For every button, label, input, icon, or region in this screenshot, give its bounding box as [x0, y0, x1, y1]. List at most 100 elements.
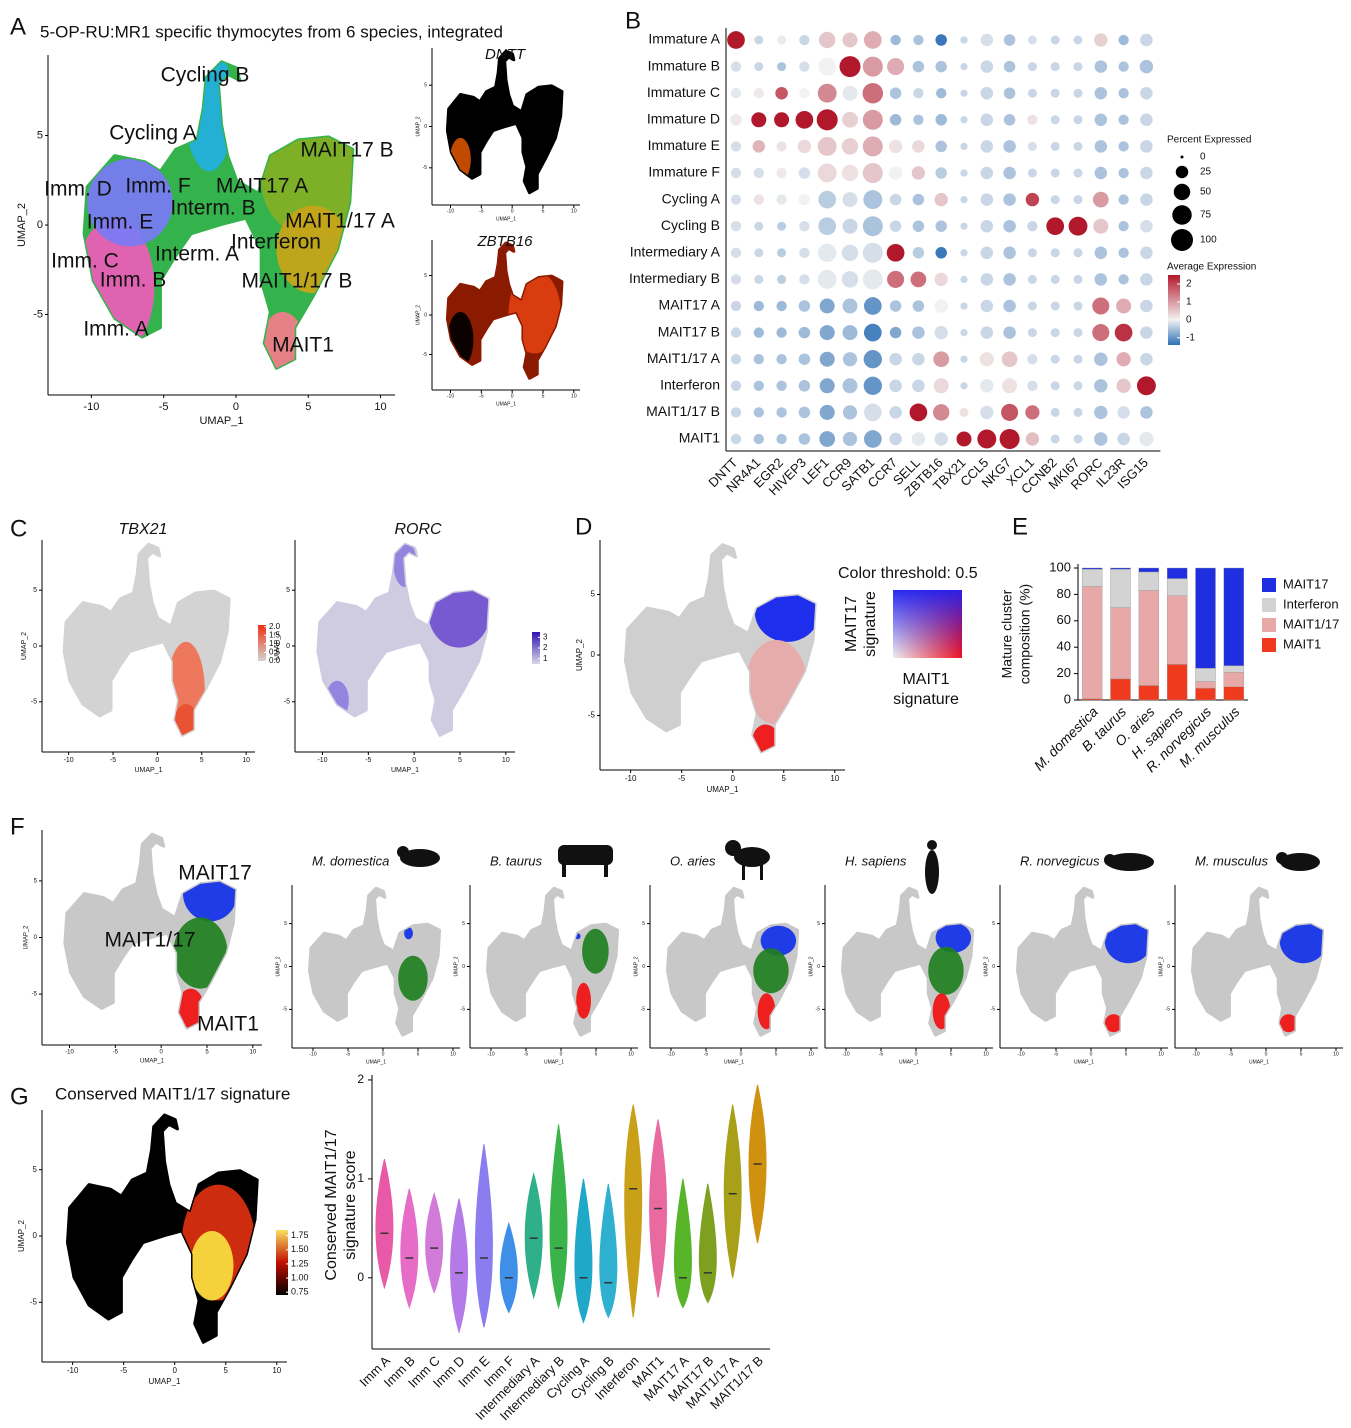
- dot: [1027, 168, 1037, 178]
- dot: [777, 62, 787, 72]
- dot: [1027, 248, 1037, 258]
- row-label: MAIT1: [679, 430, 720, 446]
- dot: [1027, 301, 1037, 311]
- dot: [816, 109, 838, 131]
- cluster-region: [447, 312, 474, 368]
- bar-segment: [1195, 687, 1216, 701]
- x-tick-label: 10: [983, 1051, 989, 1057]
- dot: [730, 274, 742, 285]
- colorbar-label: 2.0: [269, 622, 281, 631]
- dot: [980, 273, 994, 286]
- y-tick-label: 0: [1064, 691, 1071, 706]
- bar-segment: [1138, 571, 1160, 591]
- dot: [1116, 352, 1131, 367]
- x-tick-label: 10: [1158, 1051, 1164, 1057]
- y-tick-label: -5: [32, 992, 38, 998]
- dot: [909, 403, 928, 422]
- dot: [1094, 86, 1108, 100]
- dot: [912, 247, 925, 259]
- bar-segment: [1166, 578, 1188, 596]
- dot: [1025, 405, 1040, 420]
- dot: [776, 433, 787, 445]
- chart-title: DNTT: [485, 46, 527, 63]
- legend-x-label: MAIT1: [902, 671, 949, 688]
- row-label: Immature B: [648, 57, 720, 73]
- dot: [1140, 246, 1153, 260]
- colorbar-label: 3: [543, 632, 548, 641]
- dot: [799, 61, 810, 72]
- cluster-region: [1279, 1014, 1298, 1033]
- dot: [1094, 33, 1108, 47]
- dot: [932, 404, 950, 421]
- dot: [1118, 167, 1129, 179]
- dot: [933, 351, 950, 368]
- dot: [1073, 62, 1083, 72]
- cluster-label: MAIT17: [178, 862, 252, 885]
- dot: [911, 432, 926, 446]
- y-tick-label: 5: [424, 83, 427, 89]
- legend-dot: [1172, 205, 1192, 225]
- umap-overlay: [398, 927, 428, 1001]
- dot: [1050, 195, 1060, 205]
- x-tick-label: 5: [1125, 1051, 1128, 1057]
- y-tick-label: 80: [1057, 586, 1071, 601]
- legend-label: 0: [1200, 152, 1206, 163]
- dot: [913, 114, 924, 125]
- bar-segment: [1081, 586, 1103, 699]
- cluster-region: [752, 724, 779, 752]
- colorbar: [532, 632, 540, 664]
- y-axis-label: UMAP_2: [1158, 956, 1164, 976]
- y-tick-label: 0: [34, 935, 38, 941]
- dot: [842, 111, 858, 128]
- dot: [960, 89, 968, 97]
- y-tick-label: -5: [588, 711, 596, 720]
- row-label: Immature A: [648, 31, 720, 47]
- dot: [777, 221, 787, 231]
- dot: [1027, 141, 1037, 151]
- y-tick-label: -5: [423, 165, 428, 171]
- dot: [862, 269, 883, 290]
- cluster-label: Interm. A: [155, 243, 239, 266]
- row-label: MAIT1/17 A: [647, 350, 721, 366]
- dot: [1050, 381, 1060, 391]
- dot: [819, 325, 835, 341]
- dot: [960, 355, 968, 363]
- dot: [935, 247, 947, 259]
- dot: [730, 141, 742, 152]
- dot: [841, 244, 859, 262]
- chart-title: O. aries: [670, 853, 716, 868]
- panel-label: E: [1012, 513, 1028, 540]
- row-label: Immature E: [648, 137, 720, 153]
- cluster-label: MAIT1/17 B: [242, 270, 353, 293]
- bar-segment: [1138, 590, 1160, 686]
- y-tick-label: -5: [283, 1007, 288, 1013]
- cluster-label: Interferon: [231, 231, 321, 254]
- violin: [624, 1104, 643, 1318]
- dot: [1117, 406, 1130, 419]
- bar-segment: [1166, 567, 1188, 579]
- dot: [863, 190, 883, 210]
- cluster-label: Cycling B: [161, 64, 250, 87]
- cluster-label: Cycling A: [109, 122, 197, 145]
- chart-title: M. musculus: [1195, 853, 1268, 868]
- dot: [960, 116, 968, 124]
- y-axis-label: UMAP_2: [17, 1219, 26, 1252]
- dot: [818, 243, 837, 262]
- dot: [819, 351, 835, 367]
- dot: [817, 163, 837, 183]
- y-tick-label: 5: [1167, 921, 1170, 927]
- dot: [730, 407, 742, 418]
- colorbar-label: 1: [1186, 297, 1192, 308]
- row-label: Intermediary B: [629, 270, 720, 286]
- dot: [935, 114, 947, 126]
- y-axis-label: UMAP_2: [274, 632, 281, 660]
- dot: [1073, 274, 1083, 284]
- dot: [1093, 218, 1109, 234]
- violin: [673, 1178, 692, 1309]
- bar-segment: [1223, 672, 1245, 688]
- dot: [799, 34, 810, 46]
- y-axis-label: composition (%): [1017, 584, 1033, 684]
- dot: [862, 242, 883, 263]
- y-tick-label: 5: [591, 590, 596, 599]
- dot: [1118, 194, 1129, 205]
